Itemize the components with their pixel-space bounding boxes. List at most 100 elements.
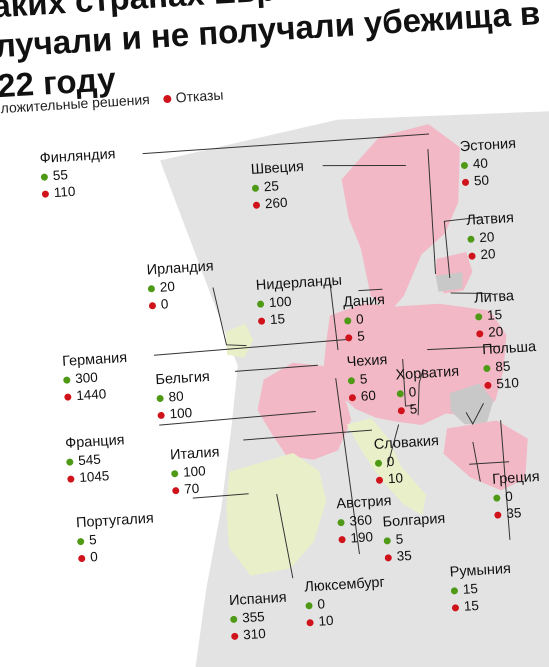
positive-value: 545 — [77, 451, 102, 469]
country-denmark: Дания 0 5 — [343, 291, 388, 345]
refusals-value: 5 — [409, 401, 418, 417]
positive-dot — [230, 615, 238, 624]
country-name: Латвия — [465, 210, 515, 229]
refusals-value: 100 — [169, 405, 193, 422]
positive-dot — [460, 161, 469, 170]
country-france: Франция 545 1045 — [65, 431, 127, 487]
refusals-value: 60 — [360, 387, 377, 404]
leader-denmark — [358, 288, 383, 292]
refusals-dot — [252, 201, 261, 209]
leader-sweden — [322, 165, 406, 167]
refusals-dot — [348, 393, 357, 402]
positive-dot — [344, 317, 352, 325]
refusals-dot — [41, 190, 50, 198]
region-italy — [346, 418, 427, 516]
positive-dot — [305, 601, 313, 610]
leader-portugal — [192, 493, 249, 499]
refusals-dot — [172, 486, 180, 495]
leader-luxembourg — [335, 378, 360, 555]
refusals-dot — [451, 604, 460, 612]
country-latvia: Латвия 20 20 — [466, 209, 517, 264]
refusals-dot — [338, 535, 346, 544]
positive-dot — [77, 537, 85, 546]
region-scandinavia — [341, 124, 460, 312]
positive-dot — [347, 376, 356, 385]
refusals-dot — [306, 618, 314, 627]
positive-dot — [251, 184, 260, 192]
refusals-value: 110 — [53, 183, 76, 201]
leader-lithuania — [450, 292, 492, 295]
positive-value: 300 — [74, 369, 99, 387]
leader-bulgaria — [472, 441, 481, 482]
country-name: Румыния — [449, 560, 512, 581]
country-portugal: Португалия 5 0 — [76, 510, 157, 567]
refusals-dot — [64, 393, 72, 401]
country-name: Литва — [473, 288, 515, 307]
region-latvia — [435, 272, 463, 292]
country-name: Франция — [64, 432, 126, 452]
refusals-value: 10 — [387, 470, 404, 487]
leader-ireland — [212, 287, 247, 347]
country-name: Болгария — [382, 510, 446, 531]
refusals-dot — [345, 334, 353, 342]
refusals-value: 10 — [318, 612, 334, 629]
positive-value: 40 — [472, 155, 489, 172]
country-czechia: Чехия 5 60 — [346, 351, 390, 405]
positive-dot — [450, 587, 459, 595]
positive-value: 15 — [486, 306, 503, 323]
positive-value: 0 — [317, 596, 326, 612]
positive-value: 25 — [263, 178, 280, 195]
country-slovakia: Словакия 0 10 — [373, 432, 441, 488]
country-lithuania: Литва 15 20 — [474, 287, 517, 341]
positive-dot — [396, 390, 404, 398]
leader-france — [159, 410, 316, 426]
positive-value: 80 — [168, 388, 185, 405]
positive-value: 85 — [494, 358, 511, 375]
leader-finland — [142, 133, 430, 155]
region-france — [257, 362, 352, 460]
positive-value: 0 — [386, 453, 395, 470]
refusals-dot — [461, 178, 470, 187]
positive-dot — [374, 459, 383, 467]
country-name: Бельгия — [155, 368, 211, 389]
positive-dot — [40, 173, 49, 181]
country-greece: Греция 0 35 — [492, 468, 543, 523]
refusals-dot — [157, 411, 165, 420]
positive-value: 5 — [359, 371, 368, 387]
refusals-value: 1045 — [78, 468, 110, 486]
positive-dot — [156, 394, 164, 403]
leader-croatia — [417, 368, 424, 416]
leader-austria — [386, 424, 400, 468]
positive-dot — [493, 494, 501, 502]
leader-romania — [500, 420, 511, 540]
leader-germany — [153, 338, 352, 356]
leader-netherlands — [329, 280, 339, 351]
positive-value: 0 — [408, 384, 417, 400]
region-balkans — [443, 420, 528, 491]
refusals-value: 260 — [264, 194, 288, 212]
country-name: Польша — [481, 338, 537, 359]
country-finland: Финляндия 55 110 — [39, 145, 118, 202]
leader-poland — [427, 345, 501, 351]
positive-dot — [383, 537, 391, 545]
positive-value: 100 — [268, 293, 292, 311]
refusals-value: 0 — [89, 549, 99, 565]
positive-dot — [475, 313, 483, 321]
region-iberia — [226, 452, 327, 576]
refusals-value: 15 — [269, 311, 286, 328]
country-name: Италия — [169, 444, 220, 464]
positive-value: 20 — [478, 229, 495, 246]
leader-italy — [243, 429, 372, 441]
positive-value: 0 — [355, 311, 365, 327]
country-spain: Испания 355 310 — [229, 589, 290, 644]
refusals-dot — [494, 511, 502, 519]
country-belgium: Бельгия 80 100 — [155, 368, 212, 423]
refusals-value: 35 — [396, 547, 413, 564]
refusals-value: 50 — [473, 172, 490, 189]
positive-value: 15 — [462, 580, 479, 597]
positive-value: 5 — [395, 531, 404, 547]
positive-value: 355 — [241, 609, 266, 626]
country-germany: Германия 300 1440 — [62, 349, 130, 405]
